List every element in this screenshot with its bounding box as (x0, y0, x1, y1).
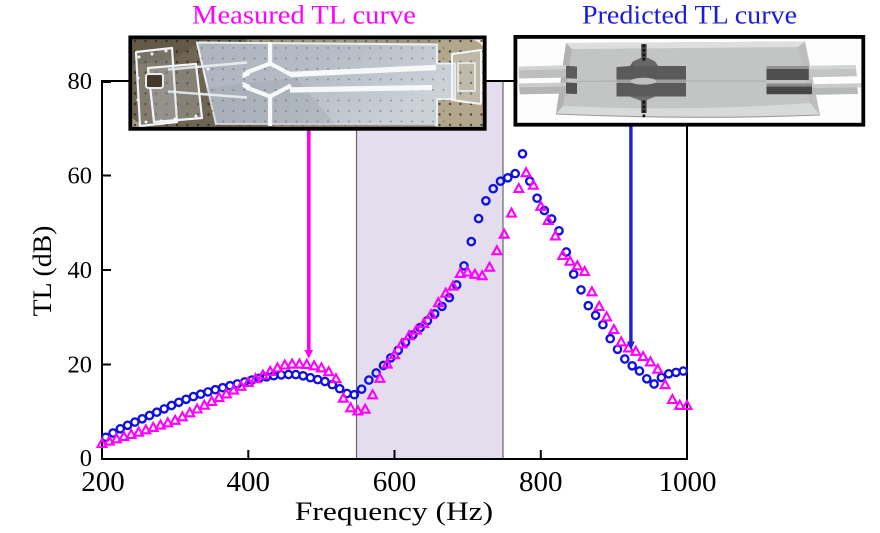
svg-text:Predicted TL curve: Predicted TL curve (582, 0, 797, 29)
svg-text:1000: 1000 (659, 466, 717, 498)
svg-text:40: 40 (68, 257, 93, 284)
svg-text:60: 60 (68, 163, 93, 190)
svg-text:800: 800 (519, 466, 563, 498)
svg-text:Measured TL curve: Measured TL curve (192, 1, 416, 30)
svg-text:80: 80 (68, 68, 93, 95)
svg-text:Frequency (Hz): Frequency (Hz) (295, 497, 493, 526)
svg-text:400: 400 (227, 466, 271, 498)
svg-text:0: 0 (80, 445, 92, 472)
svg-text:600: 600 (373, 466, 417, 498)
svg-text:200: 200 (81, 466, 125, 498)
svg-text:20: 20 (68, 352, 93, 379)
svg-text:TL (dB): TL (dB) (28, 226, 57, 317)
